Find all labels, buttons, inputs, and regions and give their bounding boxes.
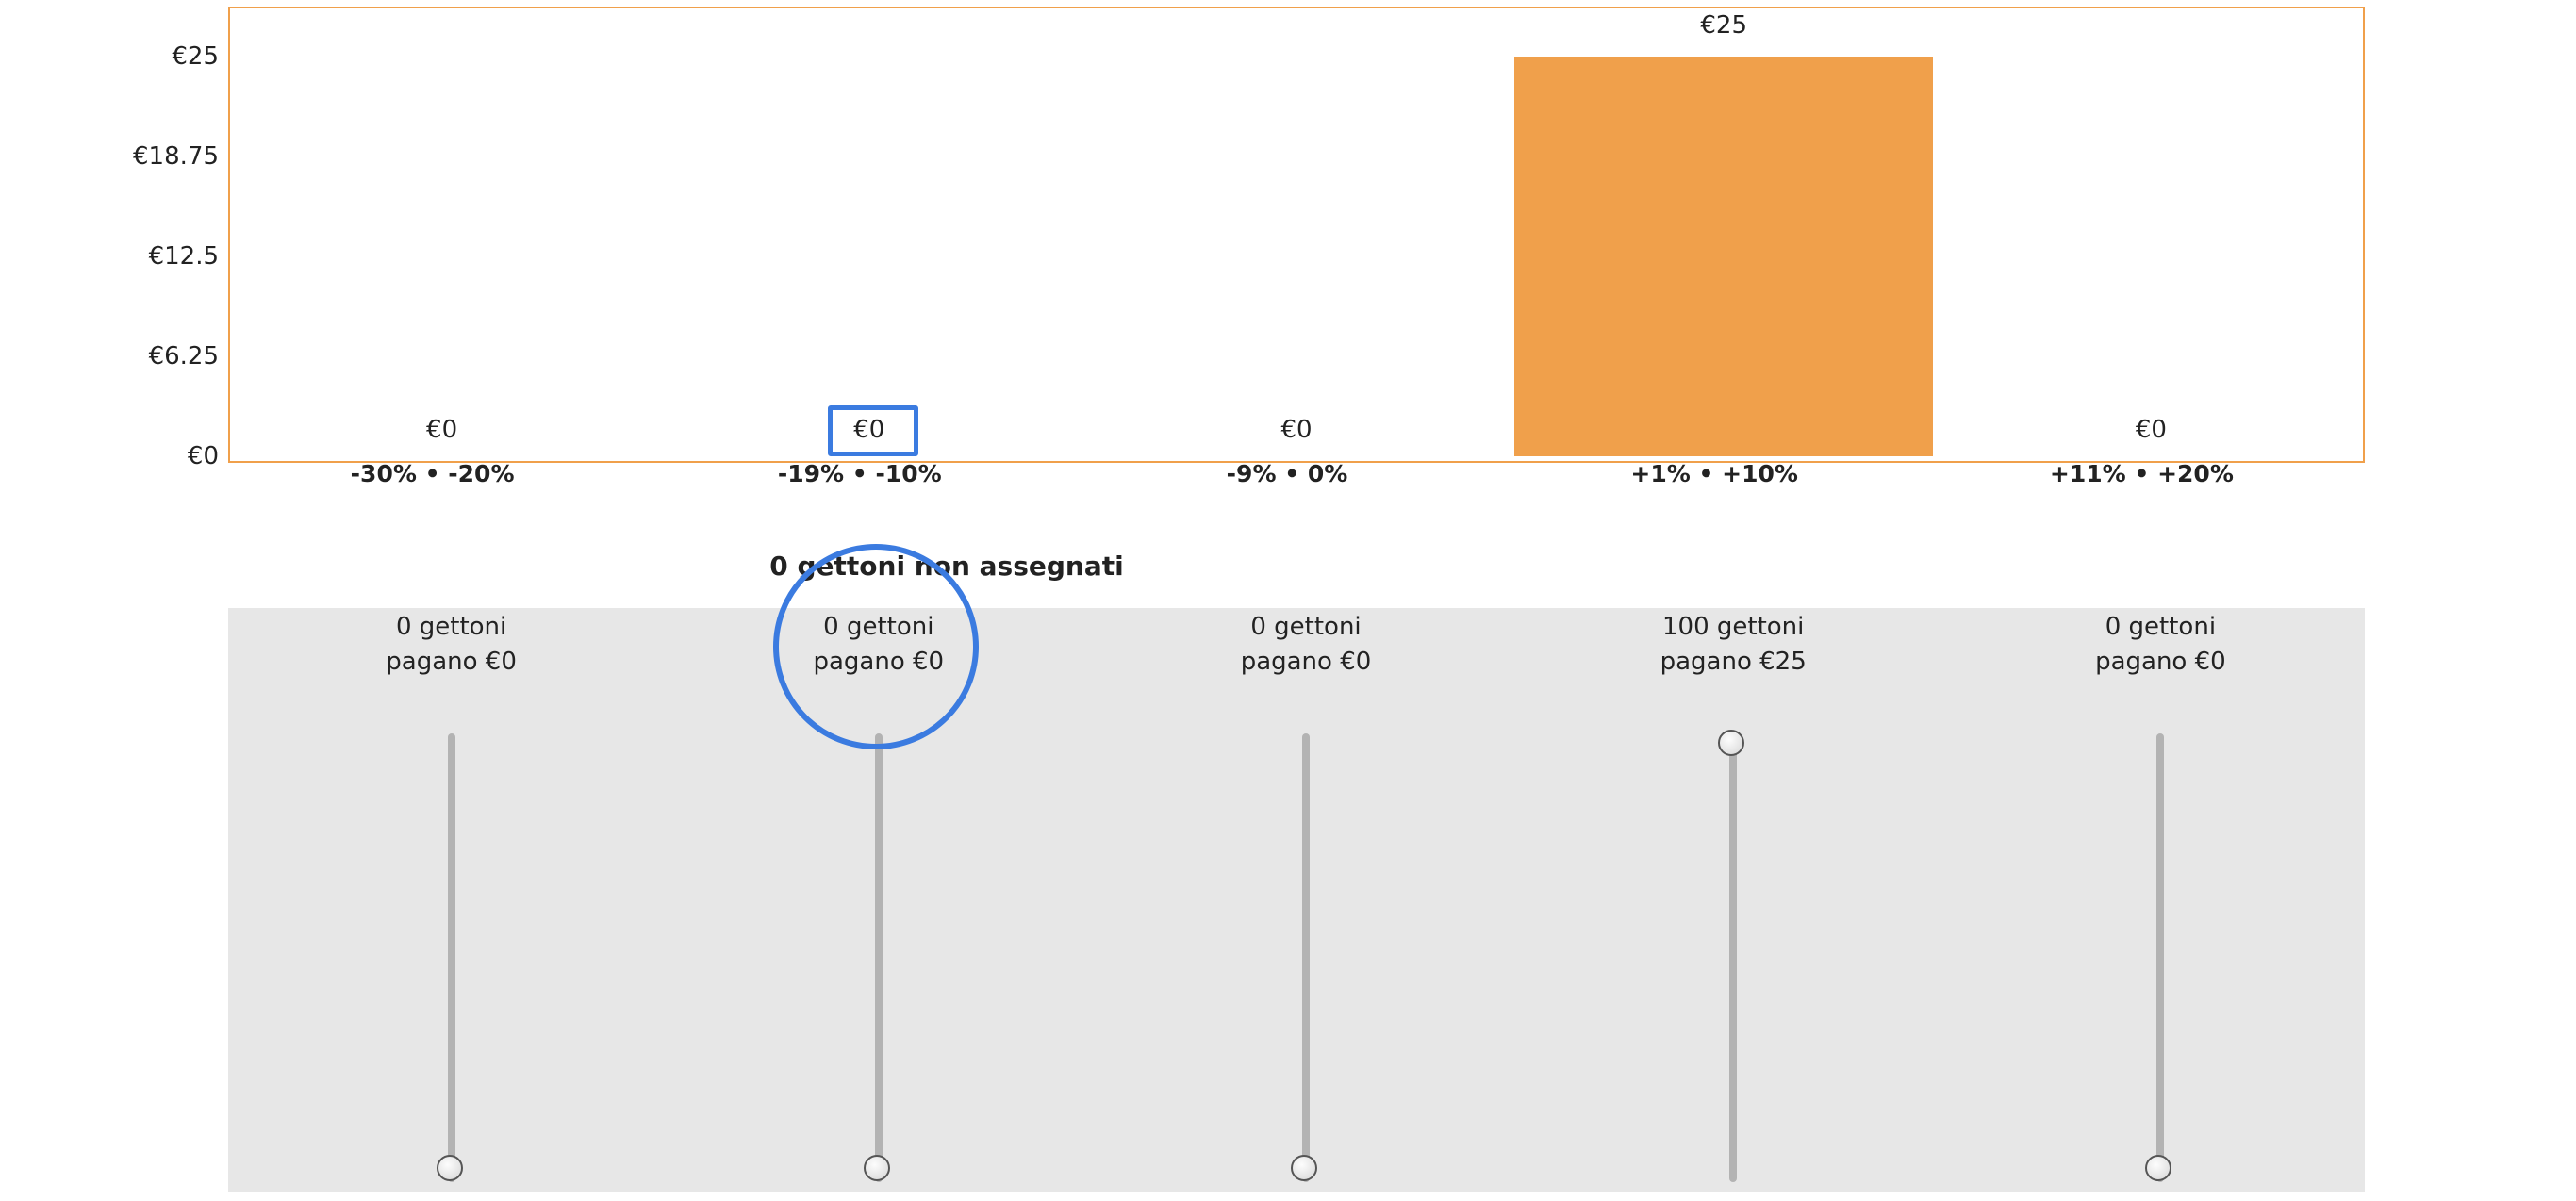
slider-thumb[interactable] <box>2145 1155 2172 1181</box>
tokens-count-text: 0 gettoni <box>395 613 507 641</box>
slider-label: 0 gettoni pagano €0 <box>1972 608 2349 680</box>
y-tick-label: €12.5 <box>148 242 219 271</box>
focus-highlight-ring <box>773 544 979 749</box>
token-slider-column: 0 gettoni pagano €0 <box>1972 608 2349 1192</box>
chart-frame <box>228 7 2365 463</box>
bar-value-label: €0 <box>853 416 885 444</box>
slider-thumb[interactable] <box>436 1155 463 1181</box>
bar <box>1514 57 1934 456</box>
bar-value-label: €25 <box>1700 11 1748 40</box>
slider-thumb[interactable] <box>1291 1155 1317 1181</box>
x-tick-label: -9% • 0% <box>1226 460 1348 487</box>
payout-text: pagano €0 <box>1240 648 1372 676</box>
payout-text: pagano €25 <box>1660 648 1807 676</box>
bar-value-label: €0 <box>1280 416 1313 444</box>
y-tick-label: €6.25 <box>148 342 219 370</box>
x-tick-label: +1% • +10% <box>1630 460 1798 487</box>
slider-label: 100 gettoni pagano €25 <box>1544 608 1922 680</box>
y-tick-label: €25 <box>172 42 219 71</box>
slider-track[interactable] <box>1302 733 1310 1182</box>
slider-track[interactable] <box>447 733 455 1182</box>
slider-track[interactable] <box>1729 733 1738 1182</box>
token-slider-column: 100 gettoni pagano €25 <box>1544 608 1922 1192</box>
x-tick-label: +11% • +20% <box>2049 460 2234 487</box>
y-tick-label: €18.75 <box>133 142 219 171</box>
payout-text: pagano €0 <box>386 648 517 676</box>
unassigned-tokens-label: 0 gettoni non assegnati <box>769 551 1124 582</box>
tokens-count-text: 0 gettoni <box>2105 613 2217 641</box>
token-allocation-panel: 0 gettoni pagano €0 0 gettoni pagano €0 0 ge… <box>228 608 2365 1192</box>
slider-track[interactable] <box>2156 733 2165 1182</box>
token-slider-column: 0 gettoni pagano €0 <box>1117 608 1494 1192</box>
focus-highlight-box <box>828 405 918 456</box>
slider-thumb[interactable] <box>863 1155 890 1181</box>
x-tick-label: -30% • -20% <box>350 460 515 487</box>
slider-label: 0 gettoni pagano €0 <box>263 608 640 680</box>
y-tick-label: €0 <box>187 442 219 470</box>
token-slider-column: 0 gettoni pagano €0 <box>263 608 640 1192</box>
payout-text: pagano €0 <box>2095 648 2226 676</box>
bar-value-label: €0 <box>2135 416 2167 444</box>
slider-track[interactable] <box>874 733 883 1182</box>
x-tick-label: -19% • -10% <box>777 460 942 487</box>
tokens-count-text: 100 gettoni <box>1661 613 1805 641</box>
slider-label: 0 gettoni pagano €0 <box>1117 608 1494 680</box>
slider-thumb[interactable] <box>1718 730 1745 756</box>
bar-value-label: €0 <box>426 416 458 444</box>
tokens-count-text: 0 gettoni <box>1250 613 1362 641</box>
